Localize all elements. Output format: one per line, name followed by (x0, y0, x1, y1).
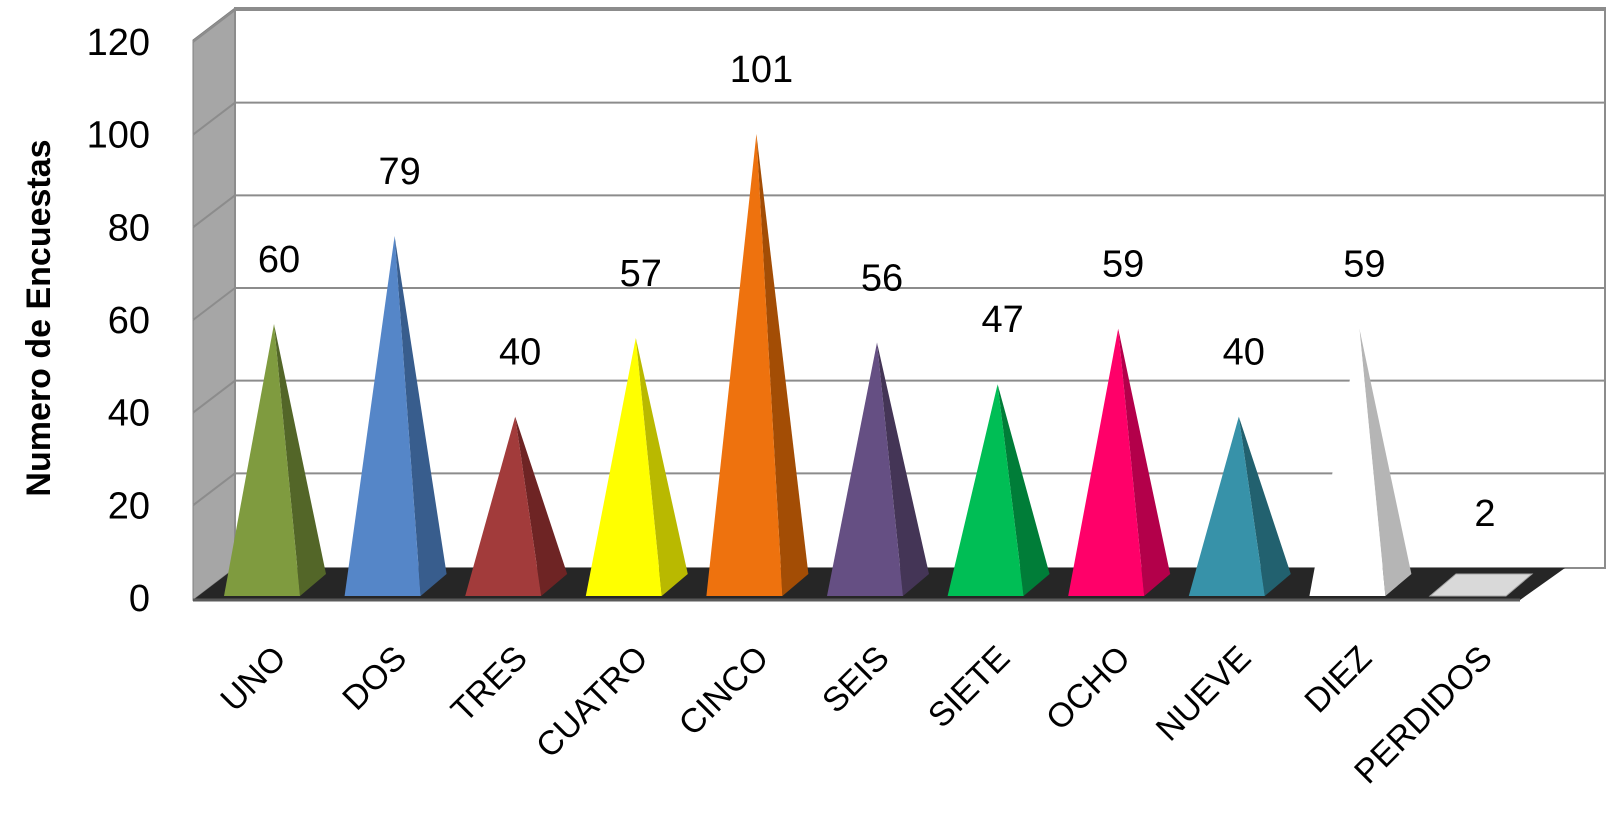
pyramid-side-face (756, 134, 809, 597)
y-tick-label: 0 (129, 578, 150, 620)
pyramid-side-face (1118, 328, 1171, 596)
pyramid-front-face (224, 324, 300, 596)
pyramid-side-face (877, 342, 929, 596)
y-axis-label: Numero de Encuestas (20, 139, 58, 496)
category-label: CUATRO (529, 639, 656, 766)
data-label: 40 (499, 332, 541, 374)
y-tick-label: 100 (87, 115, 150, 157)
data-label: 56 (861, 258, 903, 300)
data-label: 60 (258, 239, 300, 281)
data-label: 101 (730, 49, 793, 91)
pyramid-side-face (394, 235, 447, 596)
pyramid-side-face (515, 416, 568, 596)
data-label: 2 (1474, 493, 1495, 535)
pyramid-series (224, 134, 1534, 597)
category-label: UNO (213, 639, 293, 719)
pyramid-tres (465, 416, 568, 596)
y-axis-ticks: 0 20 40 60 80 100 120 (87, 22, 150, 620)
pyramid-front-face (827, 342, 903, 596)
pyramid-side-face (1359, 328, 1412, 596)
pyramid-siete (947, 384, 1050, 596)
category-label: SIETE (921, 639, 1017, 735)
pyramid-front-face (585, 337, 662, 596)
gridline-side (192, 9, 236, 43)
y-tick-label: 40 (108, 393, 150, 435)
category-label: CINCO (672, 639, 776, 743)
gridline-side (192, 287, 236, 321)
data-label: 59 (1343, 244, 1385, 286)
pyramid-cuatro (585, 337, 688, 596)
pyramid-front-face (706, 134, 783, 597)
data-label: 57 (620, 253, 662, 295)
category-label: SEIS (815, 639, 897, 721)
category-label: DIEZ (1297, 639, 1379, 721)
data-label: 59 (1102, 244, 1144, 286)
y-tick-label: 120 (87, 22, 150, 64)
category-label: DOS (335, 639, 414, 718)
gridline-side (192, 194, 236, 229)
gridline-side (192, 101, 236, 136)
gridline-side (192, 472, 236, 507)
gridline-side (192, 379, 236, 414)
pyramid-side-face (997, 384, 1050, 596)
pyramid-cinco (706, 134, 809, 597)
category-label: NUEVE (1149, 639, 1259, 749)
pyramid-ocho (1068, 328, 1171, 596)
pyramid-side-face (1238, 416, 1291, 596)
pyramid-front-face (1188, 416, 1265, 596)
pyramid-front-face (465, 416, 542, 596)
y-tick-label: 60 (108, 300, 150, 342)
pyramid-uno (224, 324, 326, 596)
pyramid-side-face (635, 337, 688, 596)
y-tick-label: 80 (108, 207, 150, 249)
gridlines (192, 9, 1605, 507)
y-tick-label: 20 (108, 485, 150, 527)
data-label: 40 (1223, 332, 1265, 374)
pyramid-dos (344, 235, 447, 596)
pyramid-flat-top (1428, 573, 1534, 597)
pyramid-front-face (1068, 328, 1145, 596)
data-label: 79 (378, 151, 420, 193)
pyramid-perdidos (1428, 573, 1534, 597)
pyramid-front-face (344, 235, 421, 596)
pyramid-seis (827, 342, 929, 596)
category-label: TRES (444, 639, 535, 730)
pyramid-nueve (1188, 416, 1291, 596)
data-labels: 60 79 40 57 101 56 47 59 40 59 2 (258, 49, 1496, 535)
category-label: OCHO (1039, 639, 1138, 738)
pyramid-diez (1309, 328, 1412, 596)
data-label: 47 (981, 299, 1023, 341)
pyramid-front-face (1309, 328, 1386, 596)
pyramid-front-face (947, 384, 1024, 596)
pyramid-side-face (274, 324, 326, 596)
